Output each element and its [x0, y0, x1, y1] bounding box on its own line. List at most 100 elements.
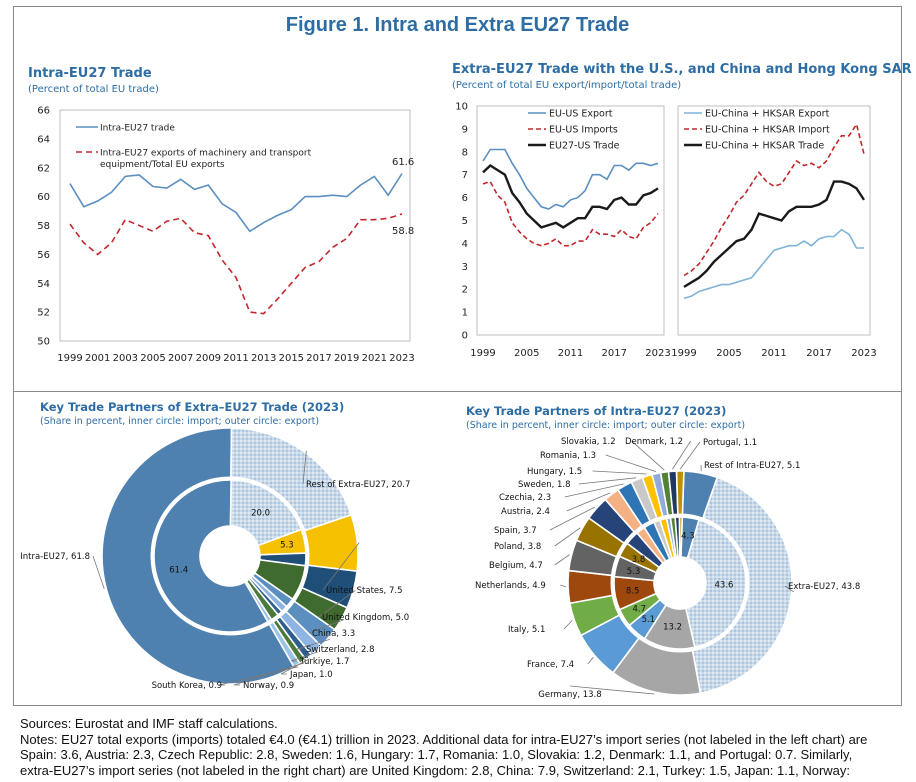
intra-chart-title: Intra-EU27 Trade: [28, 66, 152, 81]
extra-panel1-legend-label-1: EU-US Export: [549, 109, 613, 120]
intra-xtick-label: 2015: [279, 353, 304, 364]
intra-inner-label-4: 5.1: [642, 615, 656, 625]
intra-xtick-label: 1999: [57, 353, 82, 364]
extra-panel2-series-line-1: [683, 228, 864, 300]
intra-ytick-label: 56: [37, 250, 50, 261]
intra-leader-17: [679, 441, 701, 470]
extra-inner-label-3: 5.3: [280, 541, 294, 551]
extra-ytick-label: 6: [462, 193, 468, 204]
extra-panel1-series-line-3: [482, 163, 659, 229]
intra-inner-label-1: 4.3: [681, 532, 695, 542]
extra-panel2-legend-label-1: EU-China + HKSAR Export: [705, 109, 830, 120]
intra-ring-gap: [610, 513, 750, 653]
extra-xtick-label: 2005: [514, 348, 539, 359]
extra-ring-gap: [150, 476, 310, 636]
intra-leader-3: [569, 685, 655, 695]
extra-chart-title: Extra-EU27 Trade with the U.S., and Chin…: [452, 62, 912, 77]
intra-xtick-label: 2001: [85, 353, 110, 364]
intra-outer-label-2: Extra-EU27, 43.8: [788, 582, 860, 592]
intra-outer-label-11: Czechia, 2.3: [499, 493, 551, 503]
intra-leader-11: [564, 483, 624, 498]
extra-leader-9: [233, 662, 304, 686]
intra-outer-label-14: Romania, 1.3: [540, 451, 596, 461]
intra-legend-label-2: Intra-EU27 exports of machinery and tran…: [100, 149, 312, 159]
extra-xtick-label: 2011: [761, 348, 786, 359]
extra-panel-frame-2: [677, 105, 871, 336]
intra-xtick-label: 2023: [389, 353, 414, 364]
intra-xtick-label: 2007: [168, 353, 193, 364]
intra-xtick-label: 2021: [362, 353, 387, 364]
intra-ytick-label: 62: [37, 163, 50, 174]
extra-panel2-series-line-2: [683, 122, 865, 277]
intra-outer-slice-17: [675, 470, 685, 516]
intra-xtick-label: 2013: [251, 353, 276, 364]
extra-ytick-label: 0: [462, 331, 468, 342]
extra-outer-label-9: Norway, 0.9: [243, 681, 294, 691]
extra-inner-slice-2: [229, 479, 303, 547]
extra-xtick-label: 2023: [851, 348, 876, 359]
intra-inner-label-6: 8.5: [626, 587, 640, 597]
intra-outer-label-4: France, 7.4: [527, 660, 574, 670]
extra-xtick-label: 2017: [806, 348, 831, 359]
intra-ytick-label: 52: [37, 308, 50, 319]
extra-xtick-label: 2023: [645, 348, 670, 359]
intra-outer-label-9: Spain, 3.7: [494, 526, 537, 536]
intra-outer-label-12: Sweden, 1.8: [518, 480, 571, 490]
extra-leader-10: [218, 666, 299, 686]
extra-outer-label-10: South Korea, 0.9: [152, 681, 222, 691]
extra-xtick-label: 1999: [470, 348, 495, 359]
intra-ytick-label: 64: [37, 134, 50, 145]
intra-plot-frame: [59, 109, 411, 342]
intra-leader-8: [554, 527, 581, 547]
extra-panel2-legend-label-2: EU-China + HKSAR Import: [705, 125, 830, 136]
extra-leader-4: [318, 590, 356, 618]
intra-chart-subtitle: (Percent of total EU trade): [28, 84, 159, 95]
intra-leader-10: [566, 492, 611, 512]
figure-frame: [13, 6, 902, 706]
intra-xtick-label: 2011: [223, 353, 248, 364]
intra-leader-14: [605, 454, 657, 472]
intra-leader-2: [784, 585, 794, 593]
intra-xtick-label: 2005: [140, 353, 165, 364]
intra-outer-label-10: Austria, 2.4: [501, 507, 550, 517]
extra-inner-slice-1: [153, 479, 270, 633]
extra-outer-label-5: China, 3.3: [312, 629, 355, 639]
intra-inner-slice-2: [684, 518, 747, 649]
extra-leader-7: [290, 651, 318, 662]
notes-line-1: Notes: EU27 total exports (imports) tota…: [20, 731, 868, 747]
figure-title: Figure 1. Intra and Extra EU27 Trade: [285, 14, 630, 36]
intra-ytick-label: 50: [37, 337, 50, 348]
intra-xtick-label: 2017: [306, 353, 331, 364]
extra-panel-frame-1: [476, 105, 665, 336]
intra-leader-9: [549, 506, 596, 531]
extra-partners-subtitle: (Share in percent, inner circle: import;…: [40, 416, 320, 427]
extra-xtick-label: 1999: [671, 348, 696, 359]
extra-outer-label-4: United Kingdom, 5.0: [322, 613, 409, 623]
intra-ytick-label: 58: [37, 221, 50, 232]
intra-leader-16: [672, 440, 692, 470]
extra-ytick-label: 10: [455, 102, 468, 113]
extra-chart-subtitle: (Percent of total EU export/import/total…: [452, 80, 682, 91]
extra-leader-3: [322, 542, 360, 591]
extra-ytick-label: 5: [462, 216, 468, 227]
intra-inner-label-3: 13.2: [663, 622, 682, 632]
intra-leader-7: [554, 554, 570, 566]
intra-outer-label-5: Italy, 5.1: [508, 625, 545, 635]
extra-leader-2: [302, 450, 307, 485]
intra-legend-label-1: Intra-EU27 trade: [100, 124, 175, 134]
intra-inner-label-8: 3.8: [632, 555, 646, 565]
intra-leader-6: [560, 584, 567, 588]
intra-inner-label-5: 4.7: [632, 604, 646, 614]
extra-partners-title: Key Trade Partners of Extra–EU27 Trade (…: [40, 400, 345, 414]
intra-xtick-label: 2009: [196, 353, 221, 364]
extra-panel2-legend-label-3: EU-China + HKSAR Trade: [705, 141, 824, 152]
extra-ytick-label: 1: [462, 308, 468, 319]
intra-xtick-label: 2019: [334, 353, 359, 364]
extra-xtick-label: 2005: [716, 348, 741, 359]
extra-ytick-label: 4: [462, 239, 468, 250]
intra-leader-15: [631, 440, 665, 471]
extra-outer-label-7: Türkiye, 1.7: [299, 657, 349, 667]
extra-xtick-label: 2017: [602, 348, 627, 359]
intra-outer-label-3: Germany, 13.8: [538, 690, 601, 700]
extra-panel1-series-line-2: [482, 180, 659, 247]
